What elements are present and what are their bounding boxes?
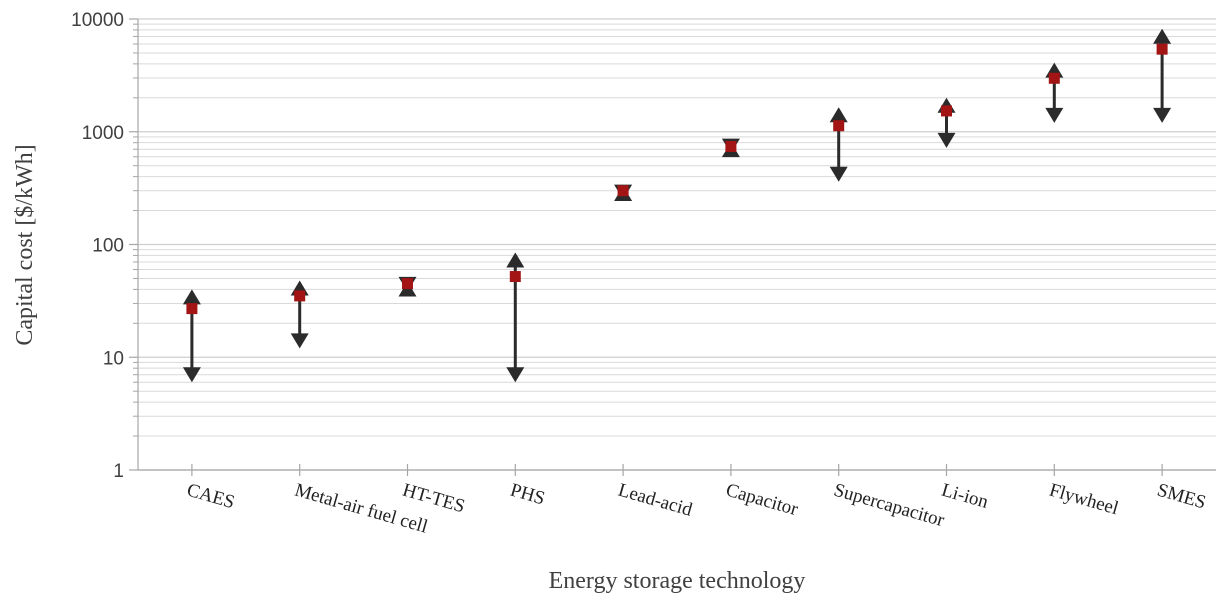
min-arrow: [829, 166, 848, 182]
y-tick-label: 1: [113, 461, 124, 482]
average-marker: [294, 290, 306, 302]
axes: [129, 18, 1216, 476]
x-tick-label: Supercapacitor: [831, 480, 947, 532]
min-arrow: [290, 333, 309, 349]
max-arrow: [829, 107, 848, 123]
average-marker: [186, 303, 198, 315]
data-marks: [182, 28, 1172, 383]
x-tick-label: Lead-acid: [616, 480, 695, 521]
y-tick-label: 10000: [71, 10, 124, 31]
max-arrow: [1153, 28, 1172, 44]
average-marker: [941, 105, 952, 117]
average-marker: [617, 185, 629, 197]
x-axis-title: Energy storage technology: [549, 568, 806, 594]
average-marker: [833, 120, 845, 132]
y-tick-label: 1000: [82, 123, 124, 144]
x-tick-label: PHS: [508, 480, 547, 510]
max-arrow: [506, 252, 525, 268]
y-axis-title: Capital cost [$/kWh]: [12, 144, 38, 345]
min-arrow: [182, 367, 201, 383]
average-marker: [509, 271, 521, 283]
average-marker: [1156, 43, 1168, 55]
y-tick-label: 100: [92, 236, 124, 257]
min-arrow: [937, 132, 956, 148]
min-arrow: [1045, 107, 1064, 123]
grid-lines: [138, 18, 1216, 471]
average-marker: [1048, 72, 1060, 84]
x-tick-label: Capacitor: [724, 480, 801, 521]
max-arrow: [182, 289, 201, 305]
average-marker: [725, 140, 737, 152]
min-arrow: [1153, 107, 1172, 123]
average-marker: [402, 278, 413, 290]
x-tick-label: CAES: [185, 480, 237, 514]
x-tick-label: Li-ion: [939, 480, 991, 513]
min-arrow: [506, 367, 525, 383]
x-tick-label: Flywheel: [1047, 480, 1121, 520]
y-tick-label: 10: [103, 348, 124, 369]
x-tick-label: SMES: [1155, 480, 1209, 514]
